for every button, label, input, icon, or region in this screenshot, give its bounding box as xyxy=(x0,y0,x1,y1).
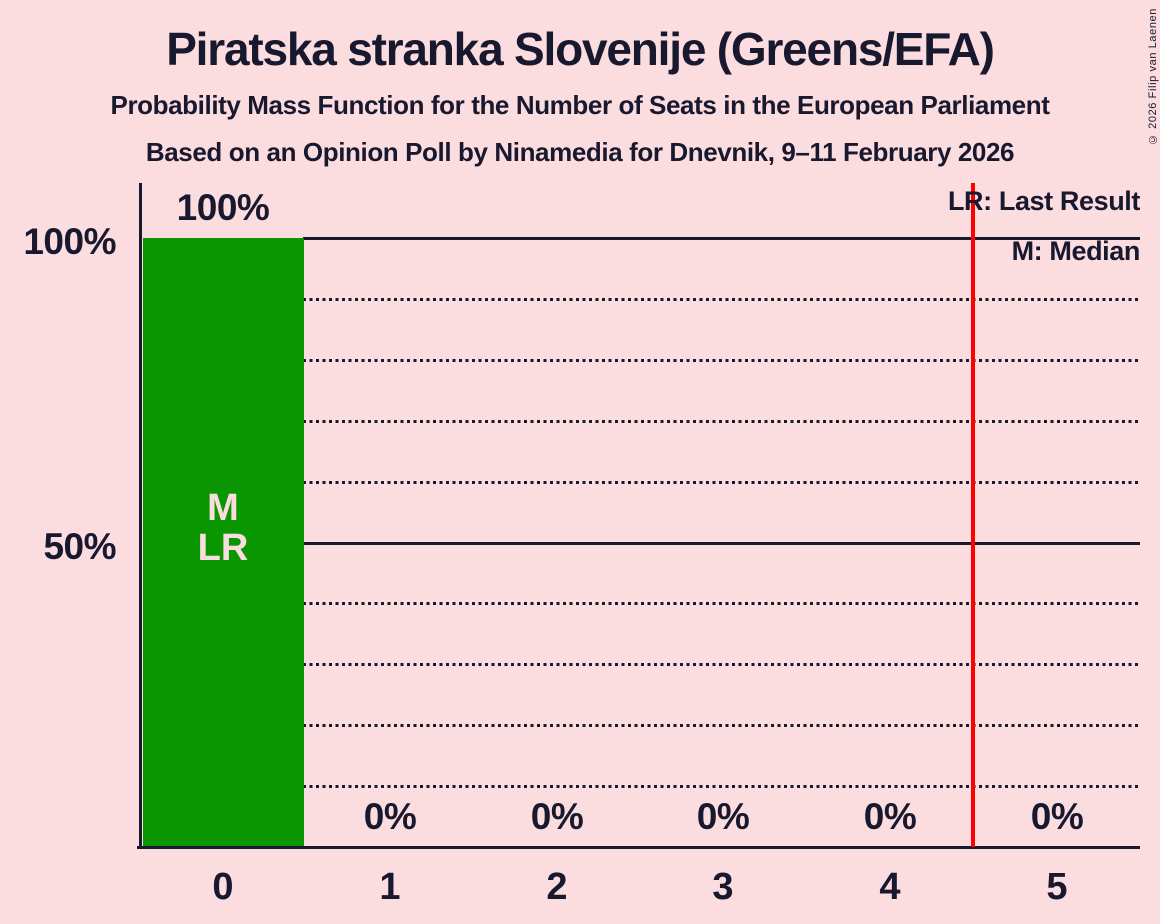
legend-median: M: Median xyxy=(1011,236,1141,266)
median-last-result-annotation: M LR xyxy=(198,488,249,568)
annotation-m: M xyxy=(207,487,239,529)
gridline-60pct xyxy=(303,481,1140,484)
bar-value-label-5: 0% xyxy=(1030,796,1084,837)
y-tick-label-100: 100% xyxy=(23,221,116,262)
bar-value-label-2: 0% xyxy=(530,796,584,837)
majority-threshold-line xyxy=(971,183,975,847)
legend-last-result: LR: Last Result xyxy=(947,186,1140,216)
x-axis-label-2: 2 xyxy=(546,866,568,908)
chart-source-line: Based on an Opinion Poll by Ninamedia fo… xyxy=(145,137,1015,167)
x-axis-label-1: 1 xyxy=(379,866,401,908)
x-axis-label-0: 0 xyxy=(212,866,234,908)
page-title: Piratska stranka Slovenije (Greens/EFA) xyxy=(166,23,995,75)
gridline-100pct xyxy=(303,237,1140,240)
bar-value-label-3: 0% xyxy=(696,796,750,837)
annotation-lr: LR xyxy=(197,527,249,569)
x-axis-label-4: 4 xyxy=(879,866,901,908)
gridline-40pct xyxy=(303,602,1140,605)
gridline-70pct xyxy=(303,420,1140,423)
x-axis-label-3: 3 xyxy=(712,866,734,908)
bar-value-label-0: 100% xyxy=(176,187,270,228)
y-axis xyxy=(139,183,142,849)
gridline-20pct xyxy=(303,724,1140,727)
chart-subtitle: Probability Mass Function for the Number… xyxy=(110,90,1050,120)
x-axis-label-5: 5 xyxy=(1046,866,1068,908)
y-tick-label-50: 50% xyxy=(43,526,116,567)
gridline-30pct xyxy=(303,663,1140,666)
bar-seats-0 xyxy=(143,238,304,847)
gridline-10pct xyxy=(303,785,1140,788)
gridline-50pct xyxy=(303,542,1140,545)
x-axis xyxy=(137,846,1140,849)
bar-value-label-4: 0% xyxy=(863,796,917,837)
bar-value-label-1: 0% xyxy=(363,796,417,837)
gridline-80pct xyxy=(303,359,1140,362)
gridline-90pct xyxy=(303,298,1140,301)
